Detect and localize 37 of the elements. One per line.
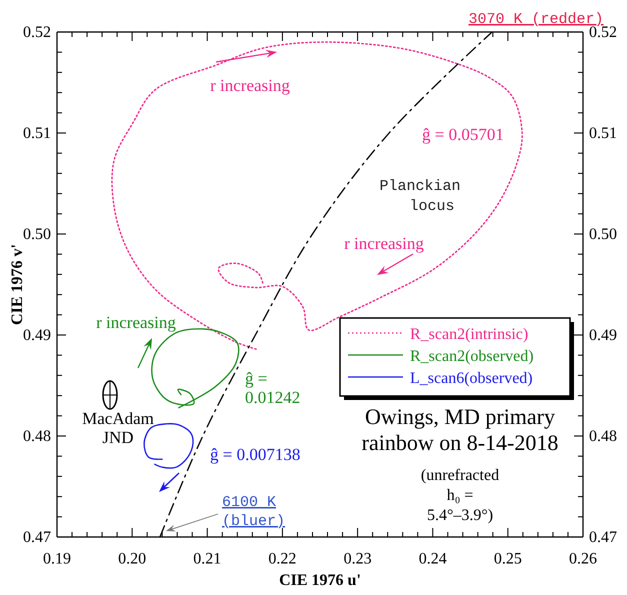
y-tick-label: 0.48: [23, 428, 51, 446]
annotation: MacAdam JND: [82, 409, 154, 447]
annotation: ĝ = 0.05701: [422, 125, 504, 144]
y-tick-label: 0.52: [23, 24, 51, 42]
x-tick-label: 0.25: [494, 550, 522, 568]
y-tick-label: 0.51: [23, 125, 51, 142]
text: Owings, MD primary rainbow on 8-14-2018: [362, 404, 558, 455]
legend-label: R_scan2(observed): [410, 348, 534, 365]
y2-tick-label: 0.48: [589, 428, 617, 446]
annotation: r increasing: [210, 76, 290, 95]
y2-tick-label: 0.51: [589, 125, 617, 142]
x-axis-title: CIE 1976 u': [279, 572, 361, 589]
y2-tick-label: 0.49: [589, 327, 617, 344]
y-tick-label: 0.49: [23, 327, 51, 344]
x-tick-label: 0.21: [193, 550, 222, 568]
y-tick-label: 0.47: [23, 529, 51, 546]
annotation: r increasing: [96, 313, 176, 332]
text: 3070 K (redder): [468, 11, 604, 28]
annotation: ĝ = 0.007138: [210, 445, 300, 464]
y2-tick-label: 0.47: [589, 529, 617, 546]
x-tick-label: 0.24: [418, 550, 447, 568]
y2-tick-label: 0.50: [589, 226, 617, 244]
text: (unrefracted h₀ = 5.4°–3.9°): [420, 467, 500, 524]
annotation: r increasing: [344, 234, 424, 253]
legend-label: L_scan6(observed): [410, 370, 533, 387]
annotation: ĝ = 0.01242: [245, 369, 300, 407]
y-axis-title: CIE 1976 v': [9, 244, 26, 325]
series-label: Planckian locus: [379, 178, 461, 215]
annotation: 6100 K (bluer): [222, 494, 286, 530]
x-tick-label: 0.23: [344, 550, 372, 568]
x-tick-label: 0.22: [268, 550, 296, 568]
x-tick-label: 0.20: [118, 550, 146, 568]
x-tick-label: 0.26: [569, 550, 597, 568]
y-tick-label: 0.50: [23, 226, 51, 244]
line-series: [144, 423, 194, 469]
x-tick-label: 0.19: [43, 550, 71, 568]
legend-label: R_scan2(intrinsic): [410, 326, 528, 343]
